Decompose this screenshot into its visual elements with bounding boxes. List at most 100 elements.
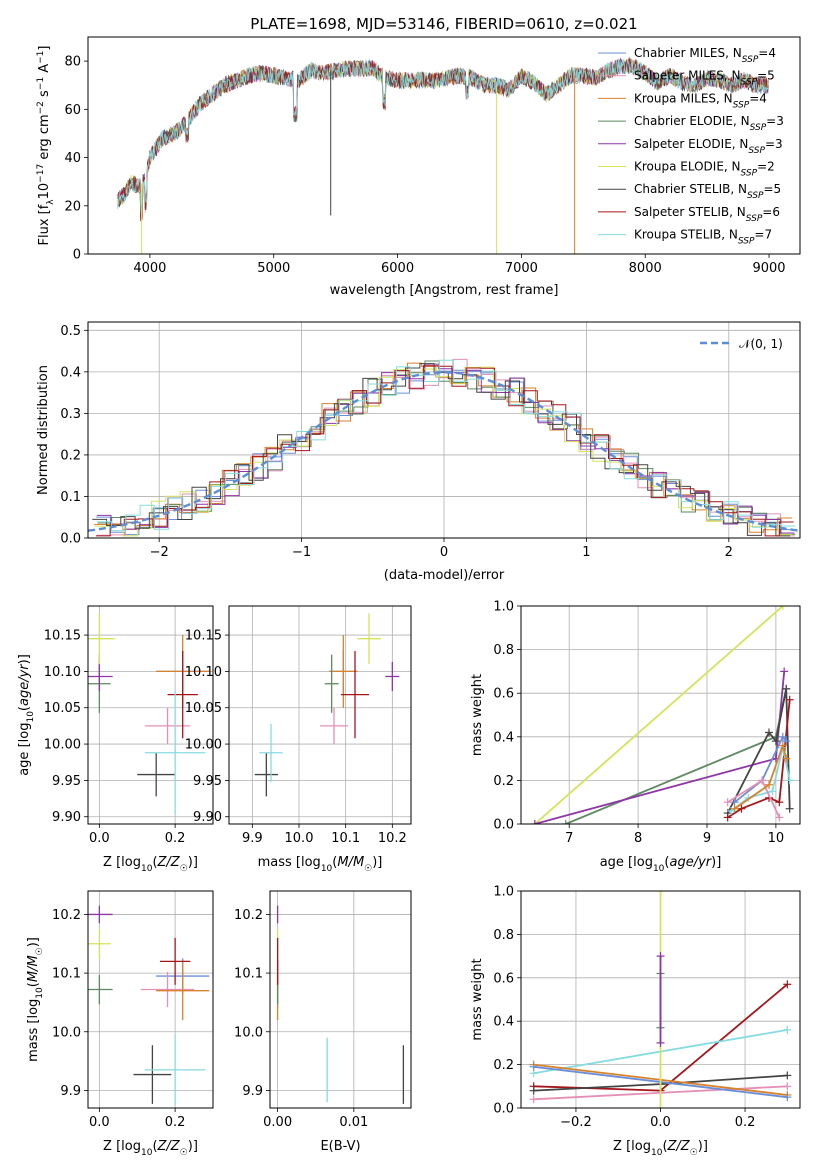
x-tick-label: 0.01 — [339, 1115, 368, 1130]
y-tick-label: 1.0 — [493, 600, 514, 615]
x-tick-label: −2 — [150, 545, 169, 560]
x-tick-label: 0.0 — [89, 831, 110, 846]
y-tick-label: 80 — [64, 55, 81, 70]
legend-label: Salpeter ELODIE, NSSP=3 — [634, 137, 783, 156]
y-tick-label: 10.0 — [234, 1025, 263, 1040]
y-tick-label: 0.0 — [60, 532, 81, 547]
histogram-step-chabrier_miles — [96, 369, 794, 536]
x-tick-label: 9000 — [752, 261, 785, 276]
x-tick-label: 10.0 — [285, 831, 314, 846]
y-tick-label: 0.2 — [493, 774, 514, 789]
x-axis-label: age [log10(age/yr)] — [600, 855, 722, 874]
y-tick-label: 0.8 — [493, 928, 514, 943]
plot-area — [117, 56, 769, 254]
plot-area — [530, 606, 794, 824]
x-tick-label: 2 — [725, 545, 733, 560]
y-tick-label: 10.10 — [185, 665, 222, 680]
y-tick-label: 0.0 — [493, 1102, 514, 1117]
y-tick-label: 0.2 — [60, 448, 81, 463]
x-tick-label: 0.0 — [650, 1115, 671, 1130]
plot-area — [88, 905, 210, 1106]
age-vs-mass-chart: 9.9 10.0 10.1 10.2 9.90 9.95 10.00 10.05 10.10 10… — [185, 605, 412, 874]
x-tick-label: 1 — [582, 545, 590, 560]
x-tick-label: 10.2 — [378, 831, 407, 846]
y-tick-label: 0.4 — [493, 1015, 514, 1030]
y-tick-label: 10.2 — [52, 908, 81, 923]
y-tick-label: 0.4 — [60, 365, 81, 380]
plot-area — [276, 905, 405, 1104]
x-axis-label: wavelength [Angstrom, rest frame] — [330, 283, 559, 298]
y-tick-label: 10.15 — [44, 629, 81, 644]
histogram-step-chabrier_stelib — [92, 363, 791, 537]
axes-frame — [87, 321, 801, 539]
y-tick-label: 1.0 — [493, 885, 514, 900]
y-tick-label: 10.1 — [52, 967, 81, 982]
y-tick-label: 0.8 — [493, 643, 514, 658]
x-tick-label: 4000 — [133, 261, 166, 276]
spectrum-chart: 4000 5000 6000 7000 8000 9000 0 20 40 60 80 wavelen… — [36, 36, 801, 298]
y-axis-label: mass weight — [470, 674, 485, 756]
figure-title: PLATE=1698, MJD=53146, FIBERID=0610, z=0… — [250, 15, 637, 33]
x-tick-label: 8000 — [629, 261, 662, 276]
y-tick-label: 0.6 — [493, 971, 514, 986]
legend-label: Kroupa MILES, NSSP=4 — [634, 91, 767, 110]
y-axis-label: mass [log10(M/M☉)] — [26, 937, 45, 1062]
mass-vs-reddening-chart: 0.00 0.01 9.9 10.0 10.1 10.2 E(B-V) — [234, 890, 412, 1154]
y-tick-label: 10.05 — [185, 701, 222, 716]
normal-curve — [88, 371, 800, 532]
y-tick-label: 10.15 — [185, 629, 222, 644]
plot-area — [88, 613, 210, 815]
y-tick-label: 40 — [64, 151, 81, 166]
legend-label: Chabrier STELIB, NSSP=5 — [634, 182, 781, 201]
x-tick-label: 10.1 — [331, 831, 360, 846]
x-axis-label: Z [log10(Z/Z☉)] — [103, 1139, 198, 1158]
y-axis-label: Flux [fλ10−17 erg cm−2 s−1 A−1] — [36, 46, 56, 246]
y-tick-label: 10.1 — [234, 967, 263, 982]
x-axis-label: mass [log10(M/M☉)] — [258, 855, 383, 874]
x-tick-label: 7 — [565, 831, 573, 846]
y-tick-label: 10.05 — [44, 701, 81, 716]
plot-area — [88, 358, 800, 537]
x-tick-label: 0.2 — [165, 1115, 186, 1130]
plot-area — [254, 613, 400, 797]
x-tick-label: 0.2 — [735, 1115, 756, 1130]
y-tick-label: 10.10 — [44, 665, 81, 680]
y-axis-label: Normed distribution — [36, 365, 51, 495]
x-axis-label: Z [log10(Z/Z☉)] — [613, 1139, 708, 1158]
x-tick-label: 0.0 — [89, 1115, 110, 1130]
x-tick-label: 9 — [703, 831, 711, 846]
y-tick-label: 9.90 — [193, 810, 222, 825]
y-axis-label: age [log10(age/yr)] — [17, 654, 36, 776]
histogram-step-salpeter_miles — [96, 358, 795, 537]
plot-area — [529, 891, 792, 1108]
y-tick-label: 9.95 — [193, 774, 222, 789]
y-tick-label: 0.6 — [493, 687, 514, 702]
y-tick-label: 0.5 — [60, 324, 81, 339]
residual-histogram-chart: −2 −1 0 1 2 0.0 0.1 0.2 0.3 0.4 0.5 (data-model)/er… — [36, 321, 801, 583]
y-tick-label: 0.2 — [493, 1058, 514, 1073]
y-tick-label: 0.1 — [60, 490, 81, 505]
x-axis-label: E(B-V) — [320, 1139, 360, 1154]
y-tick-label: 20 — [64, 199, 81, 214]
x-tick-label: −1 — [292, 545, 311, 560]
legend-label: 𝒩(0, 1) — [739, 337, 783, 351]
histogram-step-kroupa_stelib — [97, 359, 796, 532]
y-tick-label: 9.95 — [52, 774, 81, 789]
axes-frame — [87, 890, 214, 1109]
y-axis-label: mass weight — [470, 958, 485, 1040]
weight-line-chabrier_miles — [734, 735, 787, 803]
axes-frame — [228, 605, 412, 825]
spectrum-line-kroupa_stelib — [117, 58, 769, 217]
weight-line-kroupa_miles — [734, 742, 788, 810]
y-tick-label: 9.90 — [52, 810, 81, 825]
legend-label: Kroupa STELIB, NSSP=7 — [634, 228, 772, 247]
mass-vs-metallicity-chart: 0.0 0.2 9.9 10.0 10.1 10.2 Z [log10(Z/Z☉)] mass… — [26, 890, 214, 1158]
x-tick-label: 5000 — [257, 261, 290, 276]
x-tick-label: 0.00 — [263, 1115, 292, 1130]
legend-label: Kroupa ELODIE, NSSP=2 — [634, 160, 775, 179]
y-tick-label: 0.0 — [493, 818, 514, 833]
y-tick-label: 10.00 — [44, 738, 81, 753]
x-tick-label: −0.2 — [560, 1115, 592, 1130]
legend-label: Chabrier ELODIE, NSSP=3 — [634, 114, 784, 133]
